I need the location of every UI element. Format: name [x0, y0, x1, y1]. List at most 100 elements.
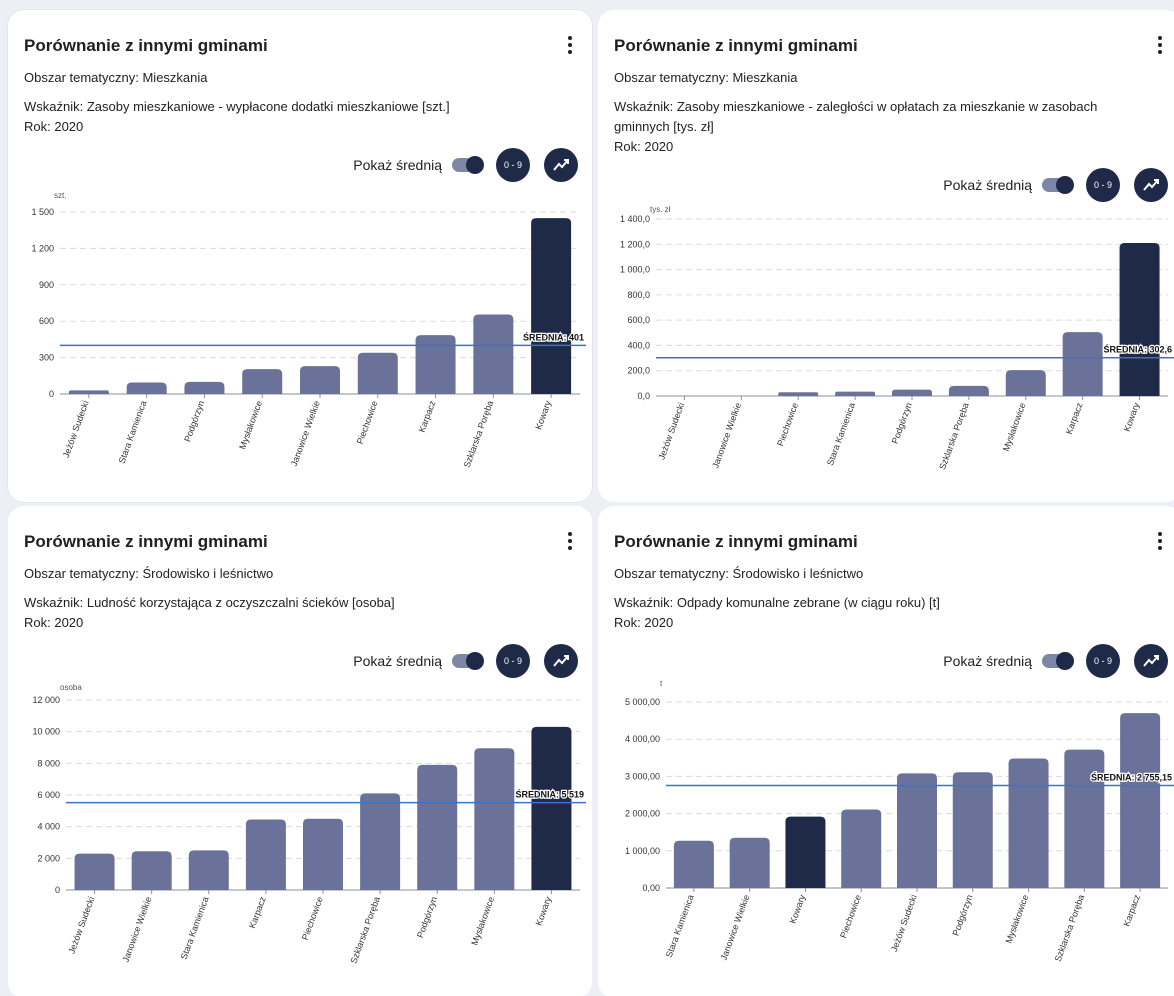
- scale-button[interactable]: 0 - 9: [496, 148, 530, 182]
- chart-controls: Pokaż średnią 0 - 9: [353, 642, 578, 680]
- bar[interactable]: [300, 366, 340, 394]
- bar[interactable]: [68, 390, 109, 394]
- card-title: Porównanie z innymi gminami: [24, 532, 268, 551]
- x-category-label: Jeżów Sudecki: [889, 893, 919, 953]
- scale-button[interactable]: 0 - 9: [496, 644, 530, 678]
- bar[interactable]: [531, 726, 572, 890]
- bar[interactable]: [357, 352, 398, 394]
- y-tick-label: 1 200,0: [620, 239, 650, 249]
- bar[interactable]: [785, 816, 826, 888]
- scale-button-label: 0 - 9: [1093, 656, 1112, 666]
- more-vertical-icon[interactable]: [1156, 36, 1164, 56]
- x-category-label: Mysłakowice: [469, 895, 496, 946]
- x-category-label: Stara Kamienica: [825, 401, 857, 466]
- x-category-label: Stara Kamienica: [179, 895, 211, 960]
- bar[interactable]: [74, 853, 115, 890]
- bar[interactable]: [126, 382, 167, 394]
- show-average-toggle[interactable]: [1042, 652, 1074, 670]
- x-category-label: Janowice Wielkie: [710, 401, 743, 469]
- y-tick-label: 1 000,0: [620, 265, 650, 275]
- x-category-label: Podgórzyn: [951, 893, 975, 937]
- indicator-text: Wskaźnik: Ludność korzystająca z oczyszc…: [24, 593, 554, 633]
- x-category-label: Szklarska Poręba: [1053, 893, 1087, 963]
- show-average-toggle[interactable]: [452, 156, 484, 174]
- x-category-label: Stara Kamienica: [664, 893, 696, 958]
- show-average-toggle[interactable]: [452, 652, 484, 670]
- average-label: ŚREDNIA: 302,6: [1103, 344, 1172, 355]
- show-average-label: Pokaż średnią: [353, 157, 442, 173]
- bar[interactable]: [184, 381, 225, 394]
- y-tick-label: 200,0: [627, 366, 650, 376]
- bar[interactable]: [673, 840, 714, 888]
- indicator-label: Wskaźnik: Odpady komunalne zebrane (w ci…: [614, 595, 940, 610]
- bar[interactable]: [1119, 243, 1160, 396]
- bar[interactable]: [531, 218, 572, 394]
- trend-line-button[interactable]: [1134, 168, 1168, 202]
- x-category-label: Kowary: [1122, 401, 1142, 433]
- bar[interactable]: [1005, 370, 1046, 396]
- chart-controls: Pokaż średnią 0 - 9: [353, 146, 578, 184]
- y-tick-label: 300: [39, 353, 54, 363]
- bar[interactable]: [415, 335, 456, 394]
- toggle-knob: [466, 652, 484, 670]
- x-category-label: Stara Kamienica: [117, 399, 149, 464]
- x-category-label: Kowary: [534, 895, 554, 927]
- bar[interactable]: [952, 772, 993, 888]
- indicator-label: Wskaźnik: Zasoby mieszkaniowe - zaległoś…: [614, 99, 1098, 134]
- bar[interactable]: [1120, 713, 1161, 888]
- show-average-toggle[interactable]: [1042, 176, 1074, 194]
- bar[interactable]: [242, 369, 283, 394]
- scale-button[interactable]: 0 - 9: [1086, 168, 1120, 202]
- bar[interactable]: [778, 392, 819, 396]
- bar[interactable]: [892, 389, 932, 396]
- topic-area: Obszar tematyczny: Środowisko i leśnictw…: [614, 566, 864, 581]
- more-vertical-icon[interactable]: [566, 36, 574, 56]
- trend-line-button[interactable]: [1134, 644, 1168, 678]
- year-label: Rok: 2020: [24, 119, 84, 134]
- x-category-label: Piechowice: [775, 401, 800, 447]
- more-vertical-icon[interactable]: [566, 532, 574, 552]
- bar[interactable]: [303, 818, 343, 890]
- x-category-label: Janowice Wielkie: [719, 893, 752, 961]
- bar[interactable]: [473, 314, 514, 394]
- y-tick-label: 0,00: [642, 883, 660, 893]
- year-label: Rok: 2020: [614, 139, 674, 154]
- bar-chart: szt. 0 300 600 900 1 200 1 500 Jeżów Sudecki Sta…: [31, 191, 586, 469]
- toggle-knob: [1056, 652, 1074, 670]
- y-tick-label: 6 000: [37, 790, 60, 800]
- chart-controls: Pokaż średnią 0 - 9: [943, 642, 1168, 680]
- x-category-label: Piechowice: [355, 399, 380, 445]
- bar[interactable]: [729, 837, 770, 888]
- bar[interactable]: [841, 809, 882, 888]
- bar[interactable]: [948, 385, 989, 396]
- x-category-label: Janowice Wielkie: [121, 895, 154, 963]
- trend-line-button[interactable]: [544, 148, 578, 182]
- bar[interactable]: [1062, 332, 1103, 396]
- y-tick-label: 10 000: [32, 727, 60, 737]
- year-label: Rok: 2020: [614, 615, 674, 630]
- bar[interactable]: [417, 764, 458, 890]
- x-category-label: Karpacz: [1121, 893, 1142, 928]
- bar[interactable]: [360, 793, 401, 890]
- comparison-card: Porównanie z innymi gminami Obszar temat…: [598, 506, 1174, 996]
- more-vertical-icon[interactable]: [1156, 532, 1164, 552]
- bar[interactable]: [188, 850, 229, 890]
- y-tick-label: 8 000: [37, 758, 60, 768]
- scale-button[interactable]: 0 - 9: [1086, 644, 1120, 678]
- bar-chart: osoba 0 2 000 4 000 6 000 8 000 10 000 12 000 Je…: [32, 683, 586, 965]
- bar[interactable]: [474, 748, 515, 890]
- bar[interactable]: [897, 773, 937, 888]
- toggle-knob: [1056, 176, 1074, 194]
- bar[interactable]: [1008, 758, 1049, 888]
- bar[interactable]: [835, 391, 876, 396]
- indicator-text: Wskaźnik: Odpady komunalne zebrane (w ci…: [614, 593, 1144, 633]
- year-label: Rok: 2020: [24, 615, 84, 630]
- y-tick-label: 3 000,00: [625, 771, 660, 781]
- bar[interactable]: [1064, 749, 1105, 888]
- x-category-label: Szklarska Poręba: [462, 399, 496, 469]
- x-category-label: Podgórzyn: [182, 399, 206, 443]
- trend-line-button[interactable]: [544, 644, 578, 678]
- y-tick-label: 2 000,00: [625, 809, 660, 819]
- bar[interactable]: [131, 851, 172, 890]
- bar[interactable]: [245, 819, 286, 890]
